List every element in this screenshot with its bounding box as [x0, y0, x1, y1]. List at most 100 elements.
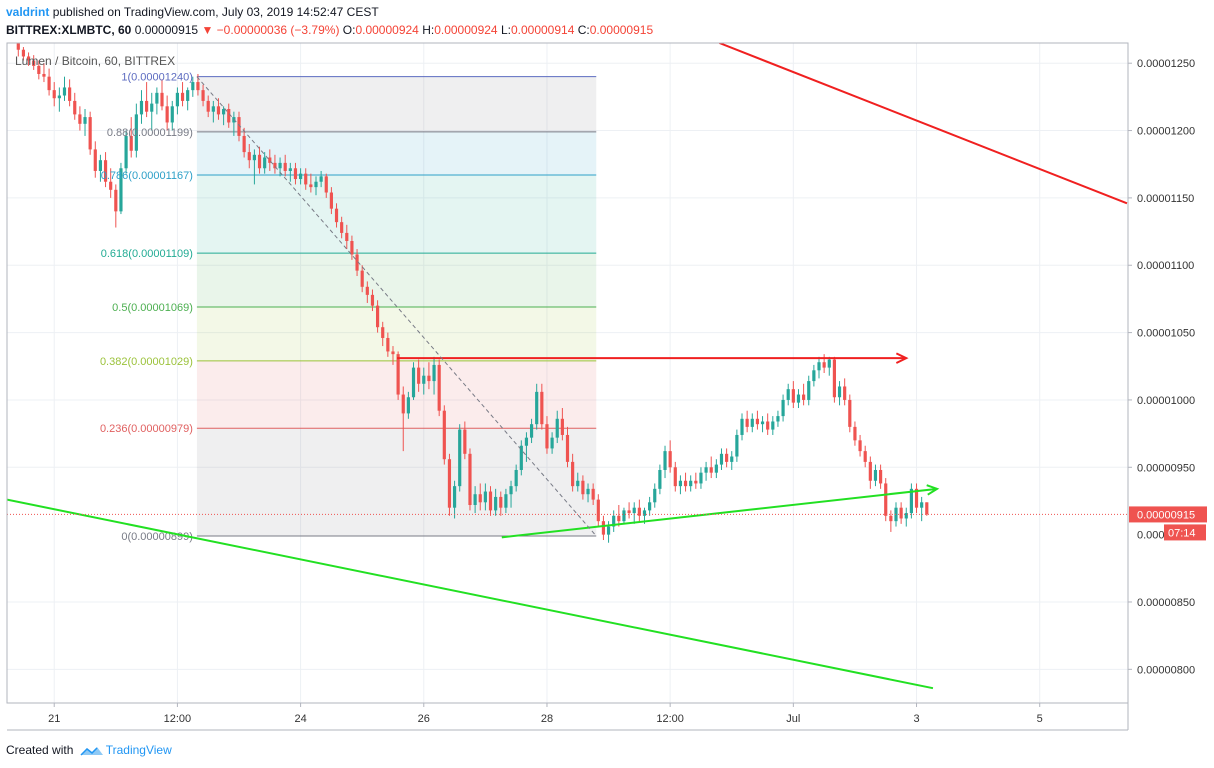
candle-body [42, 73, 46, 77]
candle-body [52, 90, 56, 99]
candle [186, 87, 190, 111]
candle [216, 98, 221, 120]
candle-body [134, 114, 138, 151]
candle [473, 486, 477, 514]
countdown-badge [1164, 524, 1206, 541]
arrowhead-red-horizontal [895, 352, 909, 364]
candle [571, 453, 575, 492]
candle [134, 103, 138, 158]
candle [278, 157, 282, 177]
candle-body [93, 149, 97, 171]
candle [463, 421, 467, 460]
candle-body [822, 362, 826, 368]
candle [242, 127, 246, 158]
candle [781, 394, 785, 422]
candle-body [355, 254, 359, 271]
candle-body [345, 232, 349, 241]
candle-body [904, 513, 908, 519]
candle [565, 426, 570, 468]
candle-body [247, 152, 251, 161]
x-axis: 21 12:00 24 26 28 12:00 Jul 3 5 [48, 703, 1043, 725]
fib-band [196, 253, 597, 307]
candle-body [586, 488, 590, 495]
candle-body [165, 106, 169, 123]
candle [504, 488, 508, 514]
author-name[interactable]: valdrint [6, 5, 50, 19]
candle-body [591, 488, 595, 500]
candle-body [242, 135, 246, 153]
candle [560, 408, 564, 441]
candle [78, 106, 82, 131]
trendline-dashed-fib-diagonal [196, 76, 597, 537]
candle-body [560, 418, 564, 435]
candle-body [98, 160, 103, 171]
candle [802, 383, 806, 406]
candle-body [755, 418, 760, 425]
x-tick-label: 12:00 [164, 713, 192, 725]
open-value: 0.00000924 [355, 23, 419, 37]
candle-body [411, 367, 416, 398]
candle-body [124, 135, 128, 169]
candle [576, 472, 580, 492]
candle-body [873, 469, 878, 481]
candle-body [663, 451, 667, 470]
candle [812, 364, 816, 387]
candle [52, 82, 56, 107]
candle-body [37, 65, 41, 74]
candle [329, 187, 333, 215]
candle [714, 459, 718, 479]
plot-area: 1(0.00001240) 0.88(0.00001199) 0.786(0.000… [7, 43, 1128, 690]
candle-body [299, 173, 303, 180]
candle [268, 149, 272, 171]
candle [458, 424, 462, 492]
candle-body [827, 359, 831, 368]
tradingview-brand[interactable]: TradingView [105, 743, 172, 757]
y-tick-label: 0.00001100 [1137, 260, 1194, 272]
candle-body [848, 399, 852, 427]
close-label: C: [577, 23, 590, 37]
candle [93, 141, 97, 178]
candle-body [422, 375, 426, 384]
candle-body [478, 494, 482, 503]
candle [858, 434, 862, 457]
candle [601, 515, 606, 541]
candle [771, 416, 775, 435]
candle-body [170, 106, 174, 123]
candle-body [180, 92, 185, 101]
fib-band [196, 307, 597, 361]
candle [73, 92, 77, 120]
candle [103, 152, 108, 188]
candle [304, 168, 308, 190]
candle-body [725, 453, 729, 462]
candle [735, 429, 739, 462]
candle [257, 146, 262, 174]
candle [494, 488, 498, 516]
candle [740, 413, 744, 441]
candle-body [606, 526, 611, 535]
candle-body [868, 461, 872, 481]
candle [26, 52, 31, 66]
candle-body [191, 82, 195, 91]
candle [704, 461, 708, 481]
candle-body [109, 181, 113, 190]
candle [612, 510, 616, 532]
candle-body [853, 426, 857, 441]
candle [683, 472, 688, 492]
candle-body [452, 486, 457, 508]
chart-header: valdrint published on TradingView.com, J… [6, 3, 1206, 39]
y-axis: 0.00001250 0.00001200 0.00001150 0.00001100… [1128, 58, 1207, 676]
candle-body [57, 95, 61, 99]
candle [509, 480, 513, 508]
candle-body [612, 515, 616, 527]
candle-body [735, 434, 739, 457]
candle [47, 68, 51, 96]
candle-body [843, 386, 847, 400]
publish-line: valdrint published on TradingView.com, J… [6, 3, 1206, 21]
fib-level-label: 0.382(0.00001029) [100, 356, 193, 368]
candle [899, 502, 903, 524]
high-value: 0.00000924 [434, 23, 498, 37]
candle-body [237, 117, 241, 136]
candle-body [16, 43, 20, 50]
candle [37, 60, 41, 80]
